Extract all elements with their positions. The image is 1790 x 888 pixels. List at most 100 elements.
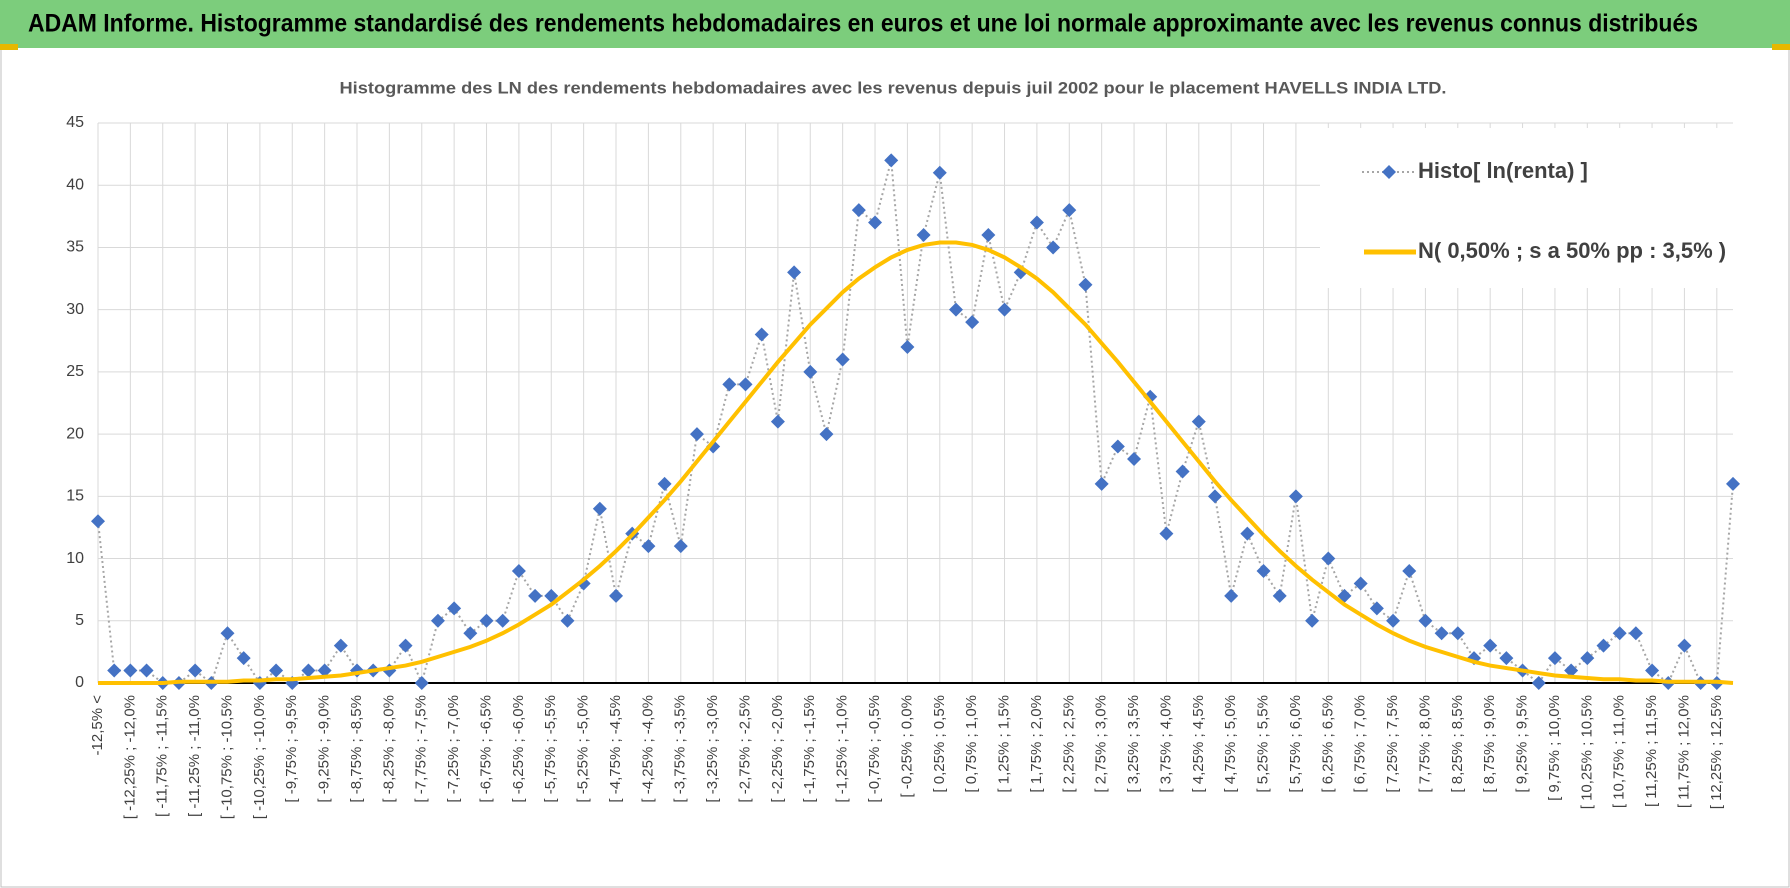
data-point (1645, 663, 1660, 678)
x-tick-label: [ 5,25% ; 5,5% (1255, 695, 1272, 793)
data-point (1547, 651, 1562, 666)
y-tick-label: 0 (75, 674, 84, 691)
x-tick-label: [ -8,25% ; -8,0% (380, 695, 397, 803)
data-point (1386, 613, 1401, 628)
data-point (188, 663, 203, 678)
data-point (1499, 651, 1514, 666)
page-title: ADAM Informe. Histogramme standardisé de… (28, 10, 1698, 38)
data-point (738, 377, 753, 392)
data-point (301, 663, 316, 678)
series-line (98, 240, 1734, 685)
x-tick-label: -12,5% < (89, 695, 106, 756)
data-point (495, 613, 510, 628)
x-tick-label: [ -7,75% ; -7,5% (413, 695, 430, 803)
x-tick-label: [ 6,25% ; 6,5% (1319, 695, 1336, 793)
x-tick-label: [ -8,75% ; -8,5% (348, 695, 365, 803)
data-point (1450, 626, 1465, 641)
x-tick-label: [ -4,75% ; -4,5% (607, 695, 624, 803)
data-point (528, 588, 543, 603)
x-tick-label: [ 12,25% ; 12,5% (1708, 695, 1725, 809)
data-point (948, 302, 963, 317)
x-tick-label: [ 3,75% ; 4,0% (1157, 695, 1174, 793)
data-point (787, 265, 802, 280)
chart-title: Histogramme des LN des rendements hebdom… (340, 78, 1447, 97)
x-tick-label: [ -9,75% ; -9,5% (283, 695, 300, 803)
data-point (1353, 576, 1368, 591)
x-tick-label: [ -6,75% ; -6,5% (477, 695, 494, 803)
x-tick-label: [ 1,25% ; 1,5% (996, 695, 1013, 793)
data-point (1110, 439, 1125, 454)
data-point (236, 651, 251, 666)
data-point (1628, 626, 1643, 641)
data-point (479, 613, 494, 628)
x-tick-label: [ 5,75% ; 6,0% (1287, 695, 1304, 793)
data-point (1677, 638, 1692, 653)
legend-label: N( 0,50% ; s a 50% pp : 3,5% ) (1418, 238, 1726, 263)
data-point (1434, 626, 1449, 641)
data-point (819, 427, 834, 442)
data-point (981, 228, 996, 242)
data-point (722, 377, 737, 392)
data-point (139, 663, 154, 678)
data-point (107, 663, 122, 678)
legend-label: Histo[ ln(renta) ] (1418, 158, 1588, 183)
data-point (1062, 203, 1077, 218)
x-tick-label: [ -2,75% ; -2,5% (736, 695, 753, 803)
data-point (1612, 626, 1627, 641)
data-point (803, 364, 818, 379)
x-tick-label: [ -12,25% ; -12,0% (121, 695, 138, 819)
y-tick-label: 45 (66, 114, 84, 131)
data-point (609, 588, 624, 603)
legend-marker (1382, 165, 1396, 179)
x-tick-label: [ 9,25% ; 9,5% (1514, 695, 1531, 793)
data-point (965, 315, 980, 330)
data-point (333, 638, 348, 653)
data-point (123, 663, 138, 678)
data-point (1580, 651, 1595, 666)
data-point (1256, 564, 1271, 578)
x-tick-label: [ 2,25% ; 2,5% (1060, 695, 1077, 793)
x-tick-label: [ -10,25% ; -10,0% (251, 695, 268, 819)
data-point (1726, 476, 1740, 491)
data-point (689, 427, 704, 442)
y-tick-label: 35 (66, 239, 84, 256)
y-tick-label: 30 (66, 301, 84, 318)
data-point (657, 476, 672, 491)
data-point (1369, 601, 1384, 616)
x-tick-label: [ -10,75% ; -10,5% (218, 695, 235, 819)
x-tick-label: [ 10,25% ; 10,5% (1578, 695, 1595, 809)
y-tick-label: 20 (66, 425, 84, 442)
corner (0, 44, 18, 50)
data-point (1305, 613, 1320, 628)
data-point (1175, 464, 1190, 479)
data-point (1402, 564, 1417, 578)
data-point (1531, 676, 1546, 690)
y-tick-label: 10 (66, 550, 84, 567)
x-tick-label: [ 9,75% ; 10,0% (1546, 695, 1563, 801)
data-point (317, 663, 332, 678)
x-tick-label: [ 4,25% ; 4,5% (1190, 695, 1207, 793)
data-point (1094, 476, 1109, 491)
x-tick-label: [ -0,75% ; -0,5% (866, 695, 883, 803)
x-tick-label: [ 2,75% ; 3,0% (1093, 695, 1110, 793)
x-tick-label: [ 3,25% ; 3,5% (1125, 695, 1142, 793)
y-tick-label: 40 (66, 176, 84, 193)
data-point (511, 564, 526, 578)
x-tick-label: [ 1,75% ; 2,0% (1028, 695, 1045, 793)
x-tick-label: [ 7,75% ; 8,0% (1416, 695, 1433, 793)
data-point (673, 539, 688, 554)
data-point (1321, 551, 1336, 566)
x-tick-label: [ 11,25% ; 11,5% (1643, 695, 1660, 807)
x-tick-label: [ 0,25% ; 0,5% (931, 695, 948, 793)
data-point (868, 215, 883, 230)
data-point (398, 638, 413, 653)
data-point (560, 613, 575, 628)
data-point (1191, 414, 1206, 429)
data-point (754, 327, 769, 342)
data-point (447, 601, 462, 616)
data-point (900, 340, 915, 354)
x-tick-label: [ -11,75% ; -11,5% (154, 695, 171, 817)
header-bar (0, 0, 1790, 48)
x-tick-label: [ -1,75% ; -1,5% (801, 695, 818, 803)
